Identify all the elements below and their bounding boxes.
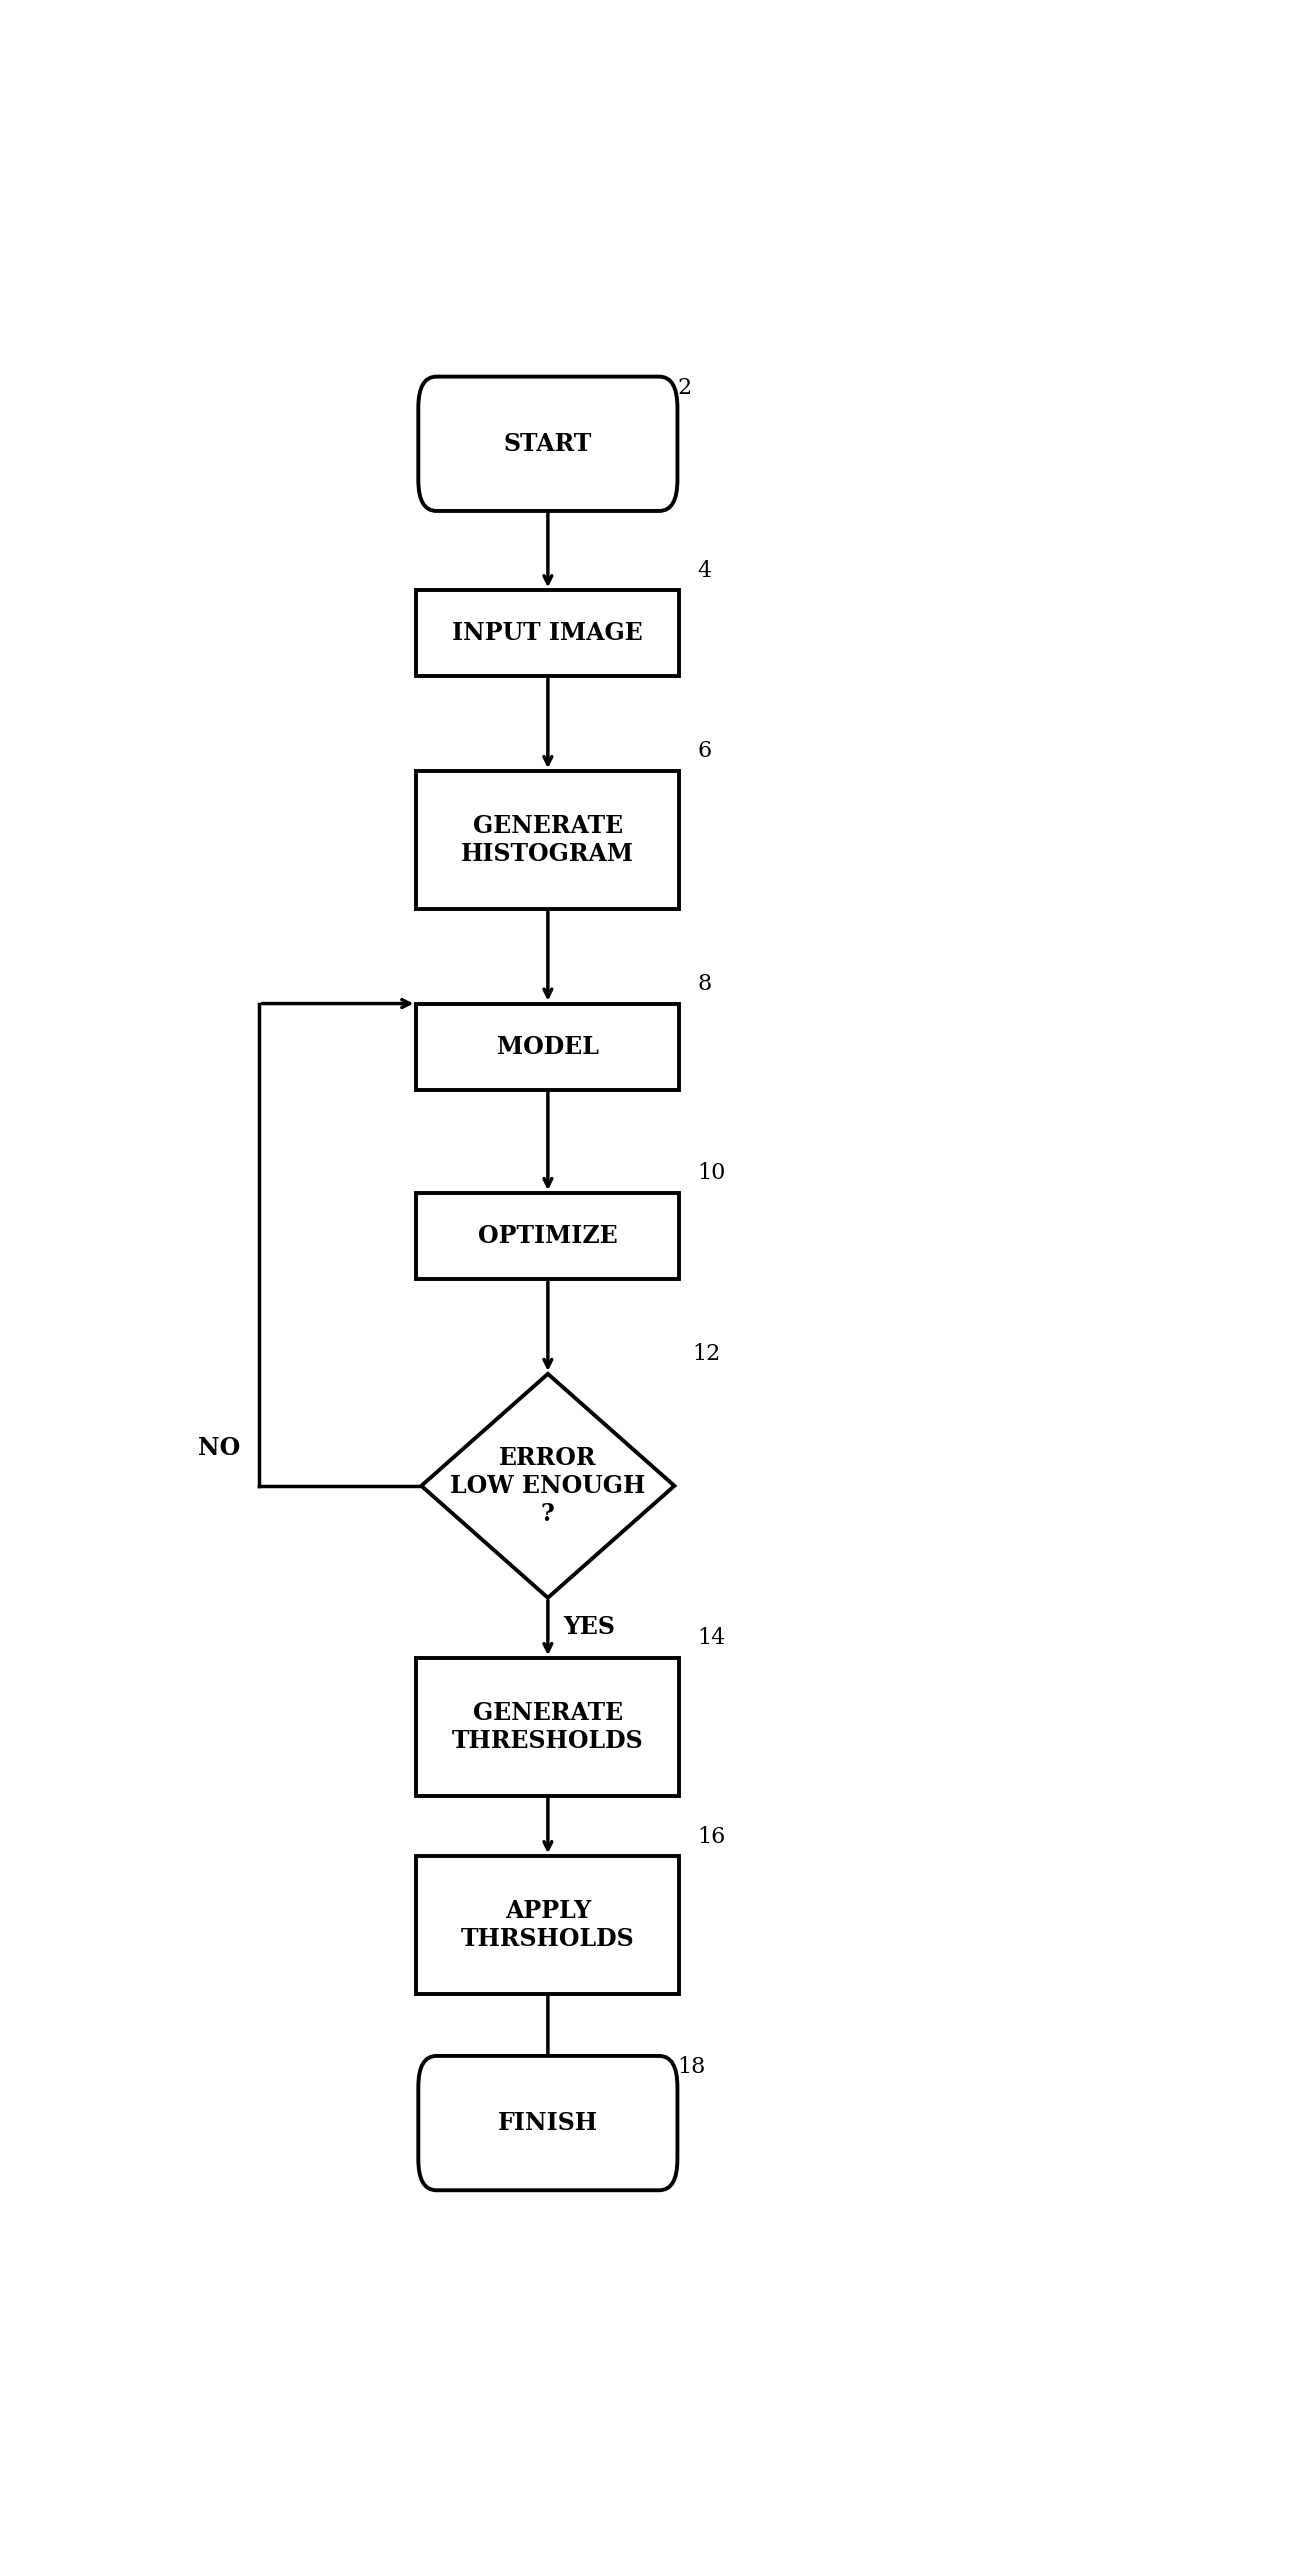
FancyBboxPatch shape — [417, 589, 679, 676]
Text: GENERATE
HISTOGRAM: GENERATE HISTOGRAM — [461, 813, 635, 867]
Text: START: START — [504, 431, 592, 456]
Text: GENERATE
THRESHOLDS: GENERATE THRESHOLDS — [452, 1701, 644, 1752]
Text: OPTIMIZE: OPTIMIZE — [478, 1224, 618, 1247]
Text: INPUT IMAGE: INPUT IMAGE — [452, 622, 644, 645]
FancyBboxPatch shape — [418, 377, 678, 510]
Text: 10: 10 — [697, 1163, 726, 1183]
Text: FINISH: FINISH — [498, 2111, 598, 2134]
Polygon shape — [422, 1374, 674, 1599]
FancyBboxPatch shape — [417, 1193, 679, 1280]
Text: 12: 12 — [692, 1344, 721, 1364]
FancyBboxPatch shape — [417, 1005, 679, 1089]
Text: 6: 6 — [697, 740, 712, 762]
Text: 2: 2 — [678, 377, 692, 398]
Text: ERROR
LOW ENOUGH
?: ERROR LOW ENOUGH ? — [451, 1446, 645, 1525]
FancyBboxPatch shape — [417, 1658, 679, 1795]
FancyBboxPatch shape — [418, 2055, 678, 2190]
FancyBboxPatch shape — [417, 1856, 679, 1994]
Text: NO: NO — [197, 1436, 240, 1461]
Text: 18: 18 — [678, 2055, 705, 2078]
Text: APPLY
THRSHOLDS: APPLY THRSHOLDS — [461, 1900, 635, 1951]
Text: 8: 8 — [697, 974, 712, 994]
FancyBboxPatch shape — [417, 770, 679, 908]
Text: 16: 16 — [697, 1826, 726, 1849]
Text: 14: 14 — [697, 1627, 726, 1650]
Text: 4: 4 — [697, 558, 712, 581]
Text: YES: YES — [563, 1614, 615, 1640]
Text: MODEL: MODEL — [496, 1035, 599, 1058]
